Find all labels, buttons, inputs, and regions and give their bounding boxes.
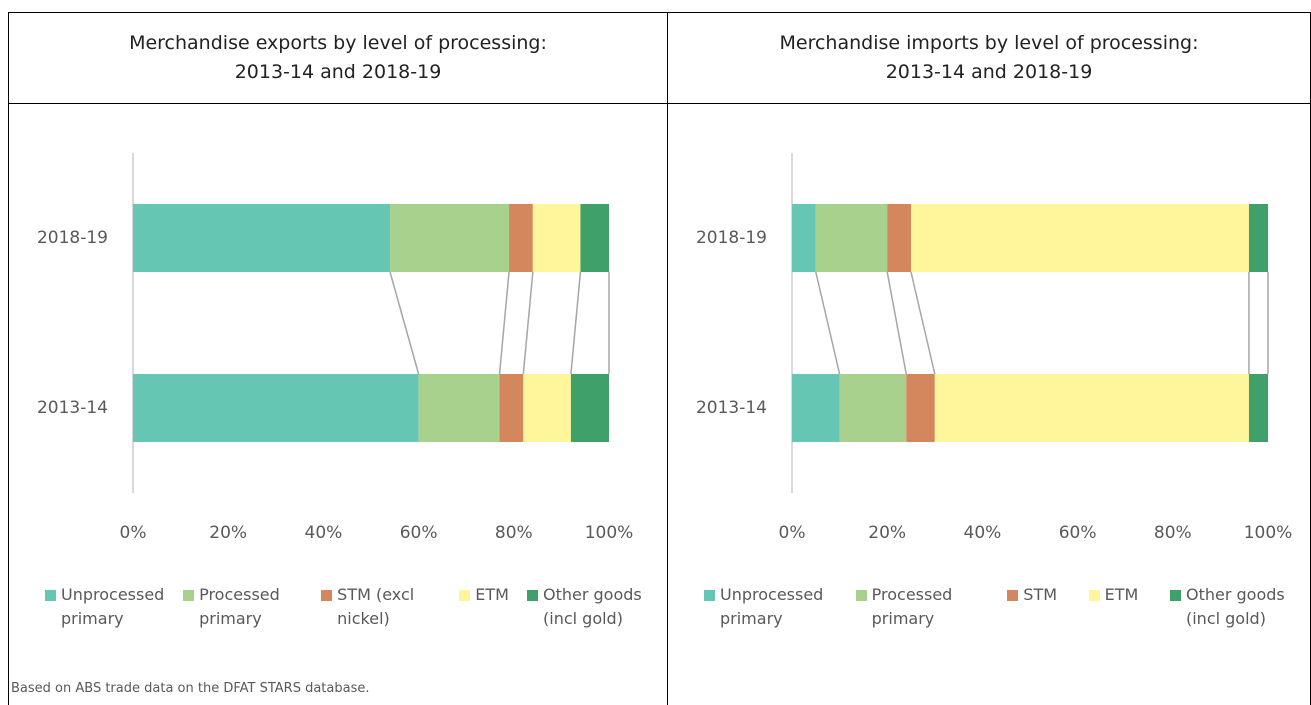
bar xyxy=(580,204,609,272)
chart: 0% 20% 40% 60% 80% 100% 2018-19 2013-14 xyxy=(37,153,634,543)
legend-item: ETM xyxy=(459,583,509,631)
legend-item: Unprocessed primary xyxy=(45,583,165,631)
x-tick-label: 0% xyxy=(779,523,806,543)
legend-swatch xyxy=(459,590,471,601)
x-tick-label: 80% xyxy=(1154,523,1192,543)
legend-label: Other goods (incl gold) xyxy=(1185,585,1285,628)
bar xyxy=(839,374,907,442)
legend-label: Other goods (incl gold) xyxy=(543,585,642,628)
y-tick-label: 2018-19 xyxy=(696,228,767,248)
legend: Unprocessed primary Processed primary STM … xyxy=(45,583,647,631)
legend-item: ETM xyxy=(1088,583,1139,631)
bar xyxy=(1248,204,1268,272)
bar xyxy=(792,204,816,272)
y-tick-label: 2018-19 xyxy=(37,228,108,248)
x-tick-label: 60% xyxy=(400,523,438,543)
bar xyxy=(792,374,840,442)
legend-swatch xyxy=(527,590,538,601)
series-line xyxy=(815,271,841,375)
series-line xyxy=(522,271,534,375)
legend-label: Processed primary xyxy=(871,585,953,628)
legend-swatch xyxy=(321,590,333,601)
y-tick-label: 2013-14 xyxy=(696,398,767,418)
legend-swatch xyxy=(45,590,56,601)
x-tick-label: 40% xyxy=(305,523,343,543)
bar xyxy=(532,204,581,272)
x-tick-label: 20% xyxy=(868,523,906,543)
legend-swatch xyxy=(1007,590,1019,601)
legend-item: Processed primary xyxy=(855,583,976,631)
legend-label: STM xyxy=(1023,585,1058,604)
legend-item: Other goods (incl gold) xyxy=(1169,583,1290,631)
x-tick-label: 80% xyxy=(495,523,533,543)
bar xyxy=(1248,374,1268,442)
bar xyxy=(906,374,935,442)
x-tick-label: 100% xyxy=(1244,523,1293,543)
bar xyxy=(499,374,524,442)
panel: Merchandise imports by level of processi… xyxy=(667,12,1311,705)
bar xyxy=(509,204,533,272)
legend-label: Processed primary xyxy=(199,585,280,628)
chart-title: Merchandise imports by level of processi… xyxy=(668,13,1310,104)
series-line xyxy=(389,271,420,375)
bar xyxy=(523,374,571,442)
x-tick-label: 40% xyxy=(964,523,1002,543)
bar xyxy=(570,374,609,442)
bar xyxy=(133,374,419,442)
bar xyxy=(911,204,1249,272)
legend-item: STM (excl nickel) xyxy=(321,583,441,631)
legend-swatch xyxy=(1169,590,1181,601)
legend-label: ETM xyxy=(475,585,509,604)
chart-title: Merchandise exports by level of processi… xyxy=(9,13,667,104)
legend: Unprocessed primary Processed primary STM E… xyxy=(704,583,1290,631)
bar xyxy=(390,204,510,272)
legend-item: STM xyxy=(1007,583,1057,631)
bar xyxy=(815,204,888,272)
series-line xyxy=(498,271,510,375)
x-tick-label: 0% xyxy=(120,523,147,543)
legend-item: Other goods (incl gold) xyxy=(527,583,647,631)
note: Based on ABS trade data on the DFAT STAR… xyxy=(11,681,370,696)
legend-label: ETM xyxy=(1104,585,1139,604)
legend-label: Unprocessed primary xyxy=(61,585,165,628)
x-tick-label: 60% xyxy=(1059,523,1097,543)
series-line xyxy=(570,271,582,375)
legend-swatch xyxy=(183,590,195,601)
legend-item: Unprocessed primary xyxy=(704,583,824,631)
bar xyxy=(887,204,911,272)
x-tick-label: 20% xyxy=(209,523,247,543)
legend-swatch xyxy=(704,590,715,601)
series-line xyxy=(910,271,936,375)
legend-item: Processed primary xyxy=(183,583,303,631)
y-tick-label: 2013-14 xyxy=(37,398,108,418)
legend-label: Unprocessed primary xyxy=(720,585,824,628)
bar xyxy=(934,374,1249,442)
series-line xyxy=(886,271,907,375)
chart: 0% 20% 40% 60% 80% 100% 2018-19 2013-14 xyxy=(696,153,1293,543)
legend-label: STM (excl nickel) xyxy=(337,585,415,628)
bar xyxy=(418,374,500,442)
legend-swatch xyxy=(855,590,867,601)
panel: Merchandise exports by level of processi… xyxy=(8,12,667,705)
legend-swatch xyxy=(1088,590,1100,601)
x-tick-label: 100% xyxy=(585,523,634,543)
bar xyxy=(133,204,391,272)
